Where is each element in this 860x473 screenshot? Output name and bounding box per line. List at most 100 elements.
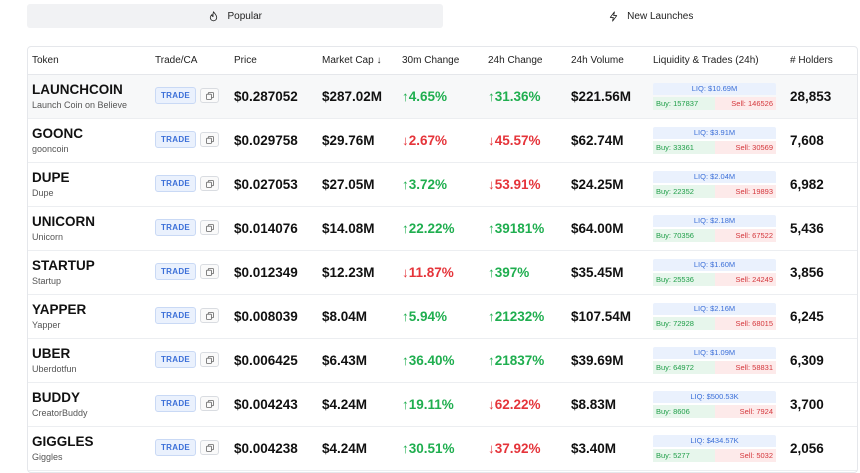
token-cell: STARTUP Startup	[28, 250, 151, 295]
token-cell: BUDDY CreatorBuddy	[28, 382, 151, 427]
token-symbol: GOONC	[32, 125, 84, 141]
change-30m-cell: ↑4.65%	[398, 74, 484, 119]
change-30m-cell: ↓2.67%	[398, 118, 484, 163]
trade-ca-cell: TRADE	[151, 382, 230, 427]
column-header-holders[interactable]: # Holders	[786, 47, 857, 75]
sell-count: Sell: 7924	[714, 404, 776, 418]
buy-count: Buy: 8606	[653, 404, 715, 418]
token-name: Unicorn	[32, 231, 64, 242]
sell-count: Sell: 68015	[714, 316, 776, 330]
holders-cell: 7,608	[786, 118, 857, 163]
column-header-trade-ca[interactable]: Trade/CA	[151, 47, 230, 75]
table-row[interactable]: GIGGLES Giggles TRADE $0.004238 $4.24M ↑…	[28, 426, 857, 471]
table-header: Token Trade/CA Price Market Cap ↓ 30m Ch…	[28, 47, 857, 75]
liquidity-value: LIQ: $3.91M	[653, 126, 776, 139]
change-24h-cell: ↑397%	[484, 250, 567, 295]
copy-address-button[interactable]	[200, 176, 220, 192]
buy-count: Buy: 22352	[653, 184, 715, 198]
market-cap-cell: $12.23M	[318, 250, 398, 295]
tab-popular[interactable]: Popular	[27, 4, 443, 28]
sell-count: Sell: 67522	[714, 228, 776, 242]
liquidity-box: LIQ: $1.60M Buy: 25536 Sell: 24249	[653, 258, 776, 286]
trade-button[interactable]: TRADE	[155, 131, 197, 149]
table-row[interactable]: UBER Uberdotfun TRADE $0.006425 $6.43M ↑…	[28, 338, 857, 383]
volume-24h-cell: $62.74M	[567, 118, 649, 163]
change-30m-cell: ↑30.51%	[398, 426, 484, 471]
token-name: gooncoin	[32, 143, 69, 154]
holders-cell: 28,853	[786, 74, 857, 119]
change-24h-cell: ↓62.22%	[484, 382, 567, 427]
token-cell: LAUNCHCOIN Launch Coin on Believe	[28, 74, 151, 119]
column-header-price[interactable]: Price	[230, 47, 318, 75]
change-30m-cell: ↑19.11%	[398, 382, 484, 427]
liquidity-box: LIQ: $2.18M Buy: 70356 Sell: 67522	[653, 214, 776, 242]
token-symbol: GIGGLES	[32, 433, 94, 449]
copy-address-button[interactable]	[200, 352, 220, 368]
copy-address-button[interactable]	[200, 396, 220, 412]
trade-button[interactable]: TRADE	[155, 263, 197, 281]
holders-cell: 6,245	[786, 294, 857, 339]
table-row[interactable]: GOONC gooncoin TRADE $0.029758 $29.76M ↓…	[28, 118, 857, 163]
copy-address-button[interactable]	[200, 220, 220, 236]
market-cap-cell: $287.02M	[318, 74, 398, 119]
table-row[interactable]: STARTUP Startup TRADE $0.012349 $12.23M …	[28, 250, 857, 295]
change-24h-cell: ↑39181%	[484, 206, 567, 251]
trade-button[interactable]: TRADE	[155, 87, 197, 105]
volume-24h-cell: $39.69M	[567, 338, 649, 383]
liquidity-box: LIQ: $10.69M Buy: 157837 Sell: 146526	[653, 82, 776, 110]
price-cell: $0.004243	[230, 382, 318, 427]
copy-address-button[interactable]	[200, 308, 220, 324]
price-cell: $0.012349	[230, 250, 318, 295]
column-header-30m-change[interactable]: 30m Change	[398, 47, 484, 75]
trade-button[interactable]: TRADE	[155, 395, 197, 413]
copy-icon	[205, 443, 214, 452]
liquidity-trades-cell: LIQ: $1.60M Buy: 25536 Sell: 24249	[649, 250, 786, 295]
sell-count: Sell: 5032	[714, 448, 776, 462]
liquidity-trades-cell: LIQ: $2.04M Buy: 22352 Sell: 19893	[649, 162, 786, 207]
liquidity-box: LIQ: $1.09M Buy: 64972 Sell: 58831	[653, 346, 776, 374]
copy-address-button[interactable]	[200, 132, 220, 148]
liquidity-trades-cell: LIQ: $1.09M Buy: 64972 Sell: 58831	[649, 338, 786, 383]
trade-button[interactable]: TRADE	[155, 219, 197, 237]
change-24h-cell: ↓53.91%	[484, 162, 567, 207]
price-cell: $0.027053	[230, 162, 318, 207]
volume-24h-cell: $8.83M	[567, 382, 649, 427]
token-cell: DUPE Dupe	[28, 162, 151, 207]
column-header-market-cap[interactable]: Market Cap ↓	[318, 47, 398, 75]
copy-address-button[interactable]	[200, 440, 220, 456]
token-name: Uberdotfun	[32, 363, 77, 374]
trade-button[interactable]: TRADE	[155, 439, 197, 457]
tab-bar: Popular New Launches	[27, 4, 858, 28]
buy-count: Buy: 72928	[653, 316, 715, 330]
table-row[interactable]: BUDDY CreatorBuddy TRADE $0.004243 $4.24…	[28, 382, 857, 427]
liquidity-box: LIQ: $434.57K Buy: 5277 Sell: 5032	[653, 434, 776, 462]
table-row[interactable]: DUPE Dupe TRADE $0.027053 $27.05M ↑3.72%…	[28, 162, 857, 207]
trade-button[interactable]: TRADE	[155, 307, 197, 325]
trade-ca-cell: TRADE	[151, 250, 230, 295]
change-30m-cell: ↑5.94%	[398, 294, 484, 339]
trade-button[interactable]: TRADE	[155, 175, 197, 193]
market-cap-cell: $14.08M	[318, 206, 398, 251]
column-header-liquidity-trades[interactable]: Liquidity & Trades (24h)	[649, 47, 786, 75]
token-symbol: STARTUP	[32, 257, 95, 273]
column-header-24h-change[interactable]: 24h Change	[484, 47, 567, 75]
trade-button[interactable]: TRADE	[155, 351, 197, 369]
volume-24h-cell: $3.40M	[567, 426, 649, 471]
copy-icon	[205, 355, 214, 364]
table-row[interactable]: LAUNCHCOIN Launch Coin on Believe TRADE …	[28, 74, 857, 119]
holders-cell: 3,856	[786, 250, 857, 295]
column-header-token[interactable]: Token	[28, 47, 151, 75]
table-row[interactable]: UNICORN Unicorn TRADE $0.014076 $14.08M …	[28, 206, 857, 251]
table-row[interactable]: YAPPER Yapper TRADE $0.008039 $8.04M ↑5.…	[28, 294, 857, 339]
copy-address-button[interactable]	[200, 264, 220, 280]
change-30m-cell: ↑22.22%	[398, 206, 484, 251]
liquidity-value: LIQ: $1.09M	[653, 346, 776, 359]
liquidity-value: LIQ: $2.18M	[653, 214, 776, 227]
market-cap-cell: $8.04M	[318, 294, 398, 339]
column-header-24h-volume[interactable]: 24h Volume	[567, 47, 649, 75]
tab-popular-label: Popular	[227, 10, 262, 22]
tab-new-launches[interactable]: New Launches	[443, 4, 859, 28]
copy-address-button[interactable]	[200, 88, 220, 104]
buy-count: Buy: 33361	[653, 140, 715, 154]
trade-ca-cell: TRADE	[151, 74, 230, 119]
